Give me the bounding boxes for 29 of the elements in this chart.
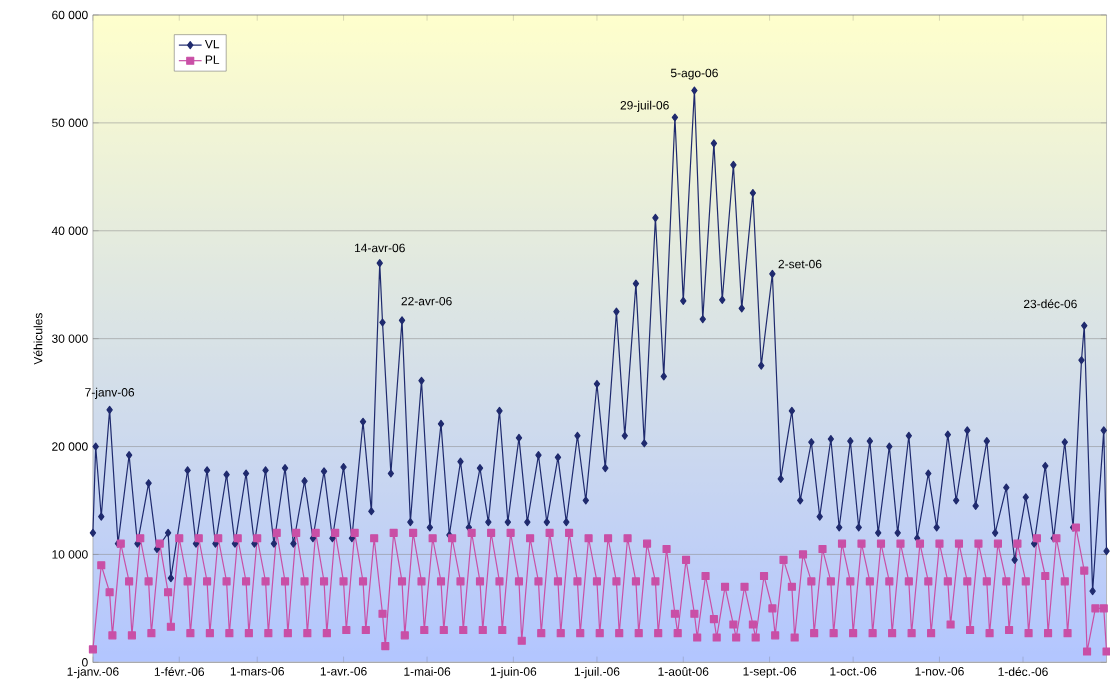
annotation: 5-ago-06 — [670, 68, 718, 80]
annotation: 23-déc-06 — [1023, 299, 1077, 308]
x-tick-label: 1-sept.-06 — [743, 666, 797, 678]
x-tick-label: 1-août-06 — [658, 666, 709, 676]
x-tick-label: 1-avr.-06 — [320, 666, 367, 676]
legend-label: PL — [205, 55, 220, 64]
x-tick-label: 1-mars-06 — [230, 666, 284, 676]
x-tick-label: 1-mai-06 — [404, 666, 451, 676]
annotation: 2-set-06 — [778, 259, 822, 269]
y-tick-label: 20 000 — [52, 442, 88, 451]
x-tick-label: 1-févr.-06 — [154, 666, 205, 676]
y-tick-label: 40 000 — [51, 226, 88, 235]
annotation: 14-avr-06 — [355, 243, 405, 253]
y-tick-label: 0 — [82, 657, 88, 667]
y-tick-label: 50 000 — [52, 118, 88, 127]
x-tick-label: 1-oct.-06 — [830, 666, 877, 676]
y-axis-title: Véhicules — [33, 312, 43, 365]
x-tick-label: 1-juil.-06 — [574, 666, 620, 679]
x-tick-label: 1-juin-06 — [491, 666, 537, 679]
y-tick-label: 10 000 — [52, 550, 88, 559]
x-tick-label: 1-déc.-06 — [998, 666, 1048, 676]
legend-label: VL — [204, 39, 220, 49]
annotation: 29-juil-06 — [620, 100, 669, 112]
annotation: 22-avr-06 — [401, 296, 452, 306]
x-tick-label: 1-janv.-06 — [67, 666, 119, 679]
y-tick-label: 30 000 — [52, 334, 88, 343]
y-tick-label: 60 000 — [52, 10, 88, 20]
x-tick-label: 1-nov.-06 — [915, 666, 964, 676]
annotation: 7-janv-06 — [85, 387, 135, 399]
